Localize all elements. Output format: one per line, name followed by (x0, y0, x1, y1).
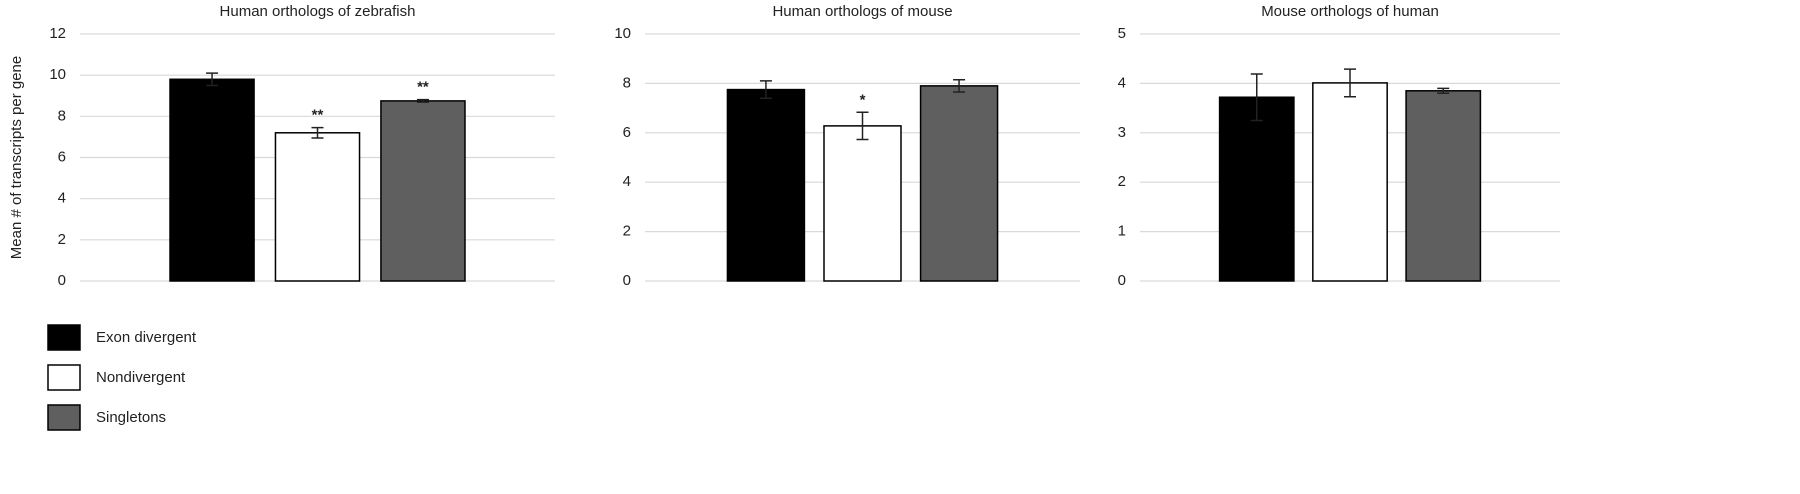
y-tick-label: 4 (58, 190, 66, 207)
legend-label: Singletons (96, 409, 166, 426)
y-tick-label: 0 (58, 272, 66, 289)
chart-title: Human orthologs of zebrafish (220, 3, 416, 20)
significance-label: * (860, 91, 866, 108)
bar (823, 125, 902, 282)
y-tick-label: 10 (614, 25, 631, 42)
bar (919, 85, 999, 282)
y-tick-label: 2 (623, 223, 631, 240)
error-bar (1344, 68, 1356, 98)
y-tick-label: 1 (1118, 223, 1126, 240)
y-tick-label: 2 (58, 231, 66, 248)
error-bar (416, 98, 429, 103)
error-bar (1250, 73, 1263, 122)
error-bar (953, 78, 966, 93)
y-tick-label: 4 (623, 173, 631, 190)
error-bar (206, 72, 219, 87)
y-tick-label: 3 (1118, 124, 1126, 141)
y-tick-label: 2 (1118, 173, 1126, 190)
y-tick-label: 6 (623, 124, 631, 141)
y-tick-label: 0 (1118, 272, 1126, 289)
y-tick-label: 4 (1118, 74, 1126, 91)
significance-label: ** (417, 79, 429, 96)
bar (169, 78, 255, 282)
legend-swatch (47, 404, 81, 431)
y-tick-label: 8 (58, 107, 66, 124)
significance-label: ** (312, 107, 324, 124)
bar (380, 100, 466, 282)
legend-label: Exon divergent (96, 329, 197, 346)
y-tick-label: 12 (49, 25, 66, 42)
legend-label: Nondivergent (96, 369, 186, 386)
bar (1405, 90, 1482, 282)
y-tick-label: 6 (58, 148, 66, 165)
y-tick-label: 8 (623, 74, 631, 91)
error-bar (759, 80, 772, 99)
bar (1312, 82, 1388, 282)
error-bar (856, 111, 869, 141)
chart-title: Mouse orthologs of human (1261, 3, 1439, 20)
legend-swatch (47, 324, 81, 351)
y-tick-label: 5 (1118, 25, 1126, 42)
y-tick-label: 10 (49, 66, 66, 83)
error-bar (311, 126, 324, 139)
y-tick-label: 0 (623, 272, 631, 289)
y-axis-label: Mean # of transcripts per gene (8, 56, 25, 259)
error-bar (1437, 87, 1450, 95)
bar (274, 132, 361, 282)
legend-swatch (47, 364, 81, 391)
chart-title: Human orthologs of mouse (772, 3, 952, 20)
bar (726, 88, 806, 282)
bar (1218, 96, 1295, 282)
